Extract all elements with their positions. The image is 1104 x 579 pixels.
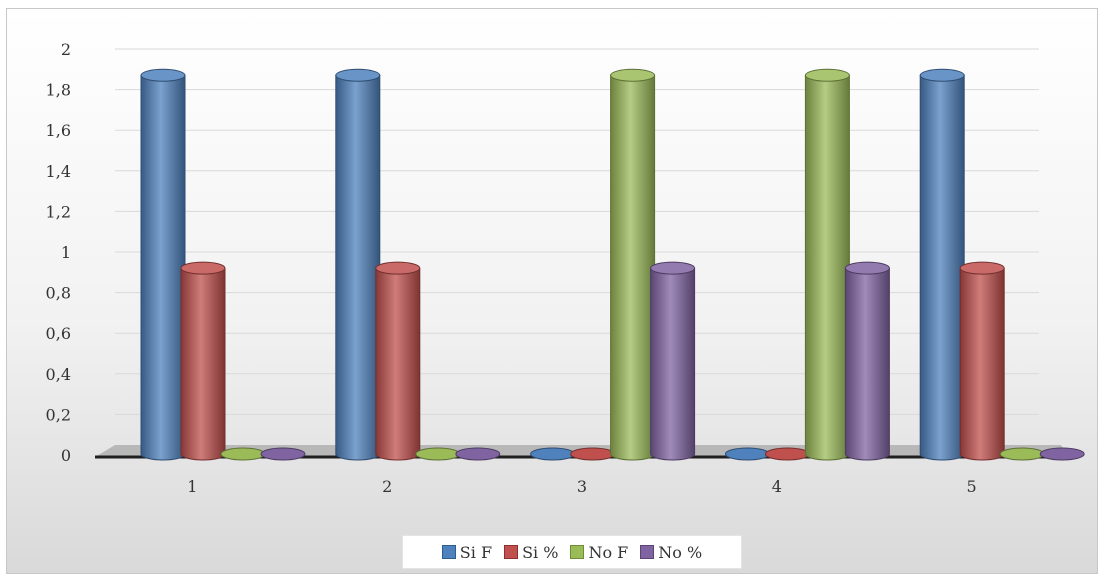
x-tick-label: 1 — [187, 477, 197, 496]
bar-no-pct-3 — [650, 261, 696, 461]
bar-no-pct-2 — [455, 447, 501, 461]
legend-item-no-f: No F — [570, 543, 628, 562]
y-tick-label: 0,2 — [46, 405, 71, 424]
legend-item-si-pct: Si % — [504, 543, 558, 562]
bar-no-f-3 — [610, 68, 656, 461]
bars — [140, 68, 1085, 461]
legend-swatch-no-pct — [640, 545, 655, 559]
bar-no-f-1 — [220, 447, 266, 461]
bar-si-pct-4 — [764, 447, 810, 461]
y-tick-label: 0,8 — [46, 284, 71, 303]
y-tick-label: 0,4 — [46, 365, 71, 384]
chart-plot: 0 0,2 0,4 0,6 0,8 1 1,2 1,4 1,6 1,8 2 1 2 3 4 5 — [46, 40, 1085, 496]
x-axis: 1 2 3 4 5 — [187, 477, 976, 496]
y-tick-label: 2 — [61, 40, 71, 59]
y-tick-label: 1,2 — [46, 202, 71, 221]
y-tick-label: 1,4 — [46, 162, 71, 181]
bar-si-f-5 — [919, 68, 965, 461]
y-axis: 0 0,2 0,4 0,6 0,8 1 1,2 1,4 1,6 1,8 2 — [46, 40, 71, 465]
legend-item-no-pct: No % — [640, 543, 702, 562]
legend-label-si-f: Si F — [459, 542, 493, 562]
bar-si-pct-1 — [180, 261, 226, 461]
bar-si-f-2 — [335, 68, 381, 461]
bar-si-pct-3 — [570, 447, 616, 461]
legend-label-no-f: No F — [588, 542, 629, 562]
bar-si-f-1 — [140, 68, 186, 461]
bar-si-f-4 — [724, 447, 770, 461]
legend-label-no-pct: No % — [658, 542, 703, 562]
x-tick-label: 5 — [967, 477, 977, 496]
x-tick-label: 4 — [772, 477, 782, 496]
bar-si-pct-5 — [959, 261, 1005, 461]
y-tick-label: 1 — [61, 243, 71, 262]
legend-label-si-pct: Si % — [522, 542, 559, 562]
bar-no-pct-5 — [1039, 447, 1085, 461]
bar-no-pct-1 — [260, 447, 306, 461]
gridlines — [115, 48, 1039, 415]
legend: Si F Si % No F No % — [402, 535, 742, 569]
y-tick-label: 1,6 — [46, 121, 71, 140]
bar-si-f-3 — [530, 447, 576, 461]
legend-swatch-si-f — [441, 545, 456, 559]
x-tick-label: 3 — [577, 477, 587, 496]
bar-no-f-5 — [999, 447, 1045, 461]
bar-si-pct-2 — [375, 261, 421, 461]
bar-no-f-2 — [415, 447, 461, 461]
y-tick-label: 0,6 — [46, 324, 71, 343]
legend-item-si-f: Si F — [441, 542, 493, 562]
x-tick-label: 2 — [382, 477, 392, 496]
y-tick-label: 1,8 — [46, 81, 71, 100]
bar-no-pct-4 — [844, 261, 890, 461]
chart-frame: 0 0,2 0,4 0,6 0,8 1 1,2 1,4 1,6 1,8 2 1 2 3 4 5 Si F S… — [6, 8, 1098, 574]
legend-swatch-no-f — [570, 545, 585, 559]
bar-no-f-4 — [804, 68, 850, 461]
legend-swatch-si-pct — [504, 545, 519, 559]
y-tick-label: 0 — [61, 446, 71, 465]
